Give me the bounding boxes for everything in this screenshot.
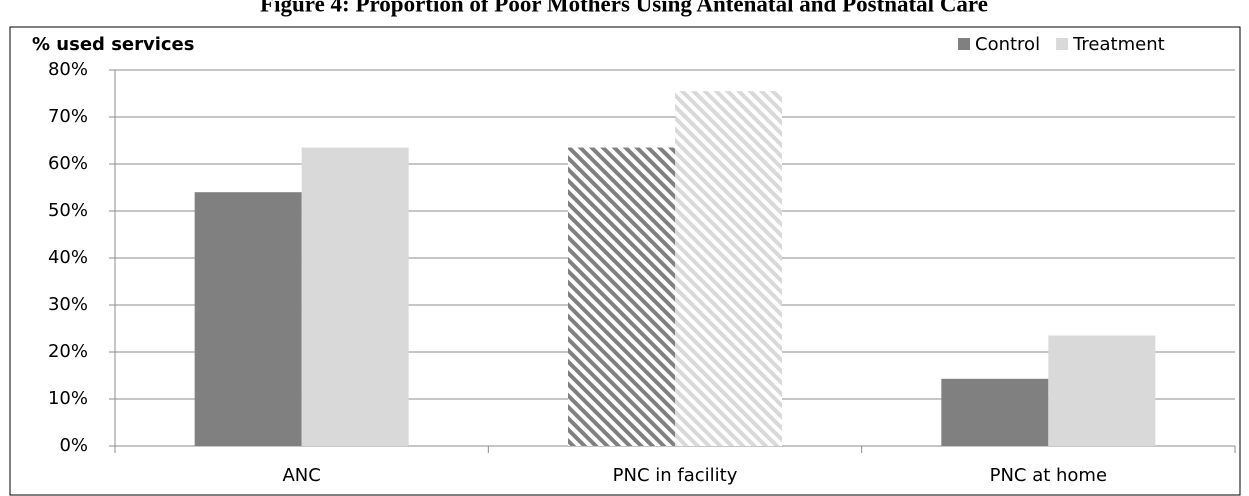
- y-axis-label: % used services: [32, 34, 194, 55]
- bar: [194, 192, 302, 446]
- y-tick-label: 60%: [48, 153, 88, 174]
- y-tick-label: 70%: [48, 106, 88, 127]
- bar: [1048, 335, 1156, 446]
- y-tick-label: 0%: [59, 435, 88, 456]
- legend-swatch: [1056, 38, 1069, 50]
- bar: [941, 378, 1049, 446]
- chart-frame: [9, 26, 1241, 496]
- x-tick-label: ANC: [282, 465, 320, 486]
- x-tick-label: PNC at home: [990, 465, 1107, 486]
- bar: [675, 91, 782, 447]
- legend-label: Control: [975, 34, 1040, 55]
- y-tick-label: 80%: [48, 59, 88, 80]
- y-tick-label: 20%: [48, 341, 88, 362]
- y-tick-label: 40%: [48, 247, 88, 268]
- y-tick-label: 30%: [48, 294, 88, 315]
- y-tick-label: 50%: [48, 200, 88, 221]
- legend-label: Treatment: [1072, 34, 1165, 55]
- bar: [301, 147, 409, 447]
- y-tick-label: 10%: [48, 388, 88, 409]
- bar: [568, 147, 675, 447]
- chart-title: Figure 4: Proportion of Poor Mothers Usi…: [260, 0, 988, 16]
- legend-swatch: [958, 38, 970, 50]
- x-tick-label: PNC in facility: [613, 465, 738, 486]
